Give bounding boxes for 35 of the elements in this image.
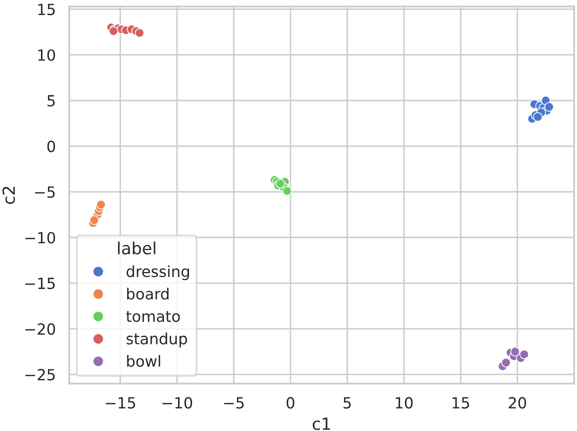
y-tick-label: −20 xyxy=(25,323,56,335)
legend-label: standup xyxy=(126,332,188,348)
legend-label: tomato xyxy=(126,311,180,322)
x-tick-label: 20 xyxy=(508,397,526,409)
point xyxy=(89,215,100,225)
point xyxy=(501,358,511,368)
y-axis-title: c2 xyxy=(2,186,16,204)
x-tick-label: −15 xyxy=(106,397,136,409)
y-tick-label: 15 xyxy=(38,4,55,16)
x-tick-label: 5 xyxy=(344,397,351,409)
y-tick-label: 10 xyxy=(38,49,56,61)
point xyxy=(510,346,520,356)
point xyxy=(533,112,543,122)
x-axis-title: c1 xyxy=(312,418,330,430)
y-tick-label: 0 xyxy=(47,140,56,152)
legend-title: label xyxy=(118,242,156,254)
legend-label: board xyxy=(127,288,168,300)
x-tick-label: −5 xyxy=(224,397,244,409)
point xyxy=(282,186,292,196)
legend-label: dressing xyxy=(126,265,189,280)
x-tick-label: 10 xyxy=(396,397,413,409)
y-tick-label: −10 xyxy=(25,232,56,244)
y-tick-label: −5 xyxy=(35,186,55,198)
point xyxy=(96,200,106,210)
y-tick-label: −15 xyxy=(25,278,55,290)
y-tick-label: −25 xyxy=(25,368,55,380)
x-tick-label: −10 xyxy=(162,397,192,409)
point xyxy=(519,350,530,360)
x-tick-label: 0 xyxy=(286,397,294,409)
y-tick-label: 5 xyxy=(48,95,55,107)
point xyxy=(544,102,554,112)
point xyxy=(134,28,144,38)
point xyxy=(275,178,286,188)
x-tick-label: 15 xyxy=(452,397,470,409)
legend-label: bowl xyxy=(127,355,160,367)
